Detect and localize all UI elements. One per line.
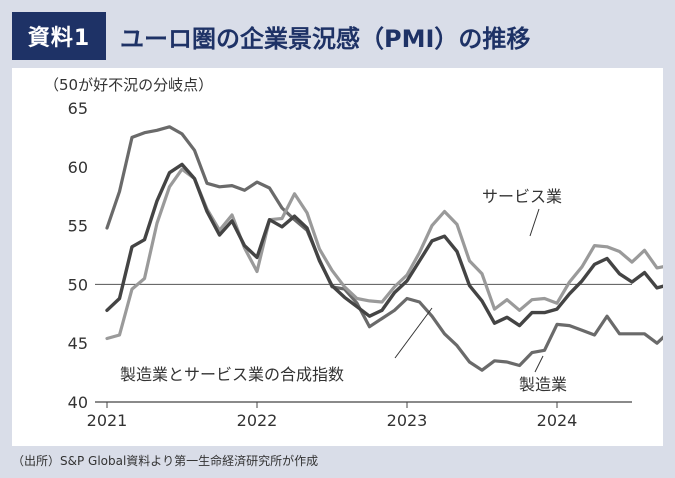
series-line-services	[105, 167, 663, 341]
y-tick-label: 55	[68, 217, 88, 236]
y-tick-label: 45	[68, 334, 88, 353]
leader-line-services	[529, 208, 540, 237]
y-tick-label: 50	[68, 275, 88, 294]
chart-series	[105, 125, 663, 372]
series-line-composite	[105, 162, 663, 328]
leader-line-manufacturing	[534, 355, 544, 373]
series-label-manufacturing: 製造業	[519, 375, 567, 394]
leader-line-composite	[394, 307, 433, 359]
y-tick-label: 40	[68, 393, 88, 412]
figure-number-badge: 資料1	[12, 12, 106, 60]
x-tick-label: 2022	[237, 411, 278, 430]
chart-panel: 40 45 50 55 60 65 2021 2022 2023 2024 （50が好不況の分岐点…	[12, 68, 663, 446]
chart-axes: 40 45 50 55 60 65 2021 2022 2023 2024	[68, 99, 632, 430]
x-tick-label: 2024	[537, 411, 578, 430]
page-title: ユーロ圏の企業景況感（PMI）の推移	[120, 24, 531, 53]
header: 資料1 ユーロ圏の企業景況感（PMI）の推移	[0, 0, 675, 68]
y-tick-label: 60	[68, 158, 88, 177]
series-label-services: サービス業	[482, 187, 562, 206]
pmi-line-chart: 40 45 50 55 60 65 2021 2022 2023 2024 （50が好不況の分岐点…	[44, 76, 663, 430]
series-line-manufacturing	[105, 125, 663, 372]
y-axis-caption: （50が好不況の分岐点）	[44, 76, 213, 94]
y-tick-label: 65	[68, 99, 88, 118]
series-label-composite: 製造業とサービス業の合成指数	[120, 365, 344, 384]
x-tick-label: 2021	[87, 411, 128, 430]
source-note: （出所）S&P Global資料より第一生命経済研究所が作成	[12, 454, 319, 468]
x-tick-label: 2023	[387, 411, 428, 430]
